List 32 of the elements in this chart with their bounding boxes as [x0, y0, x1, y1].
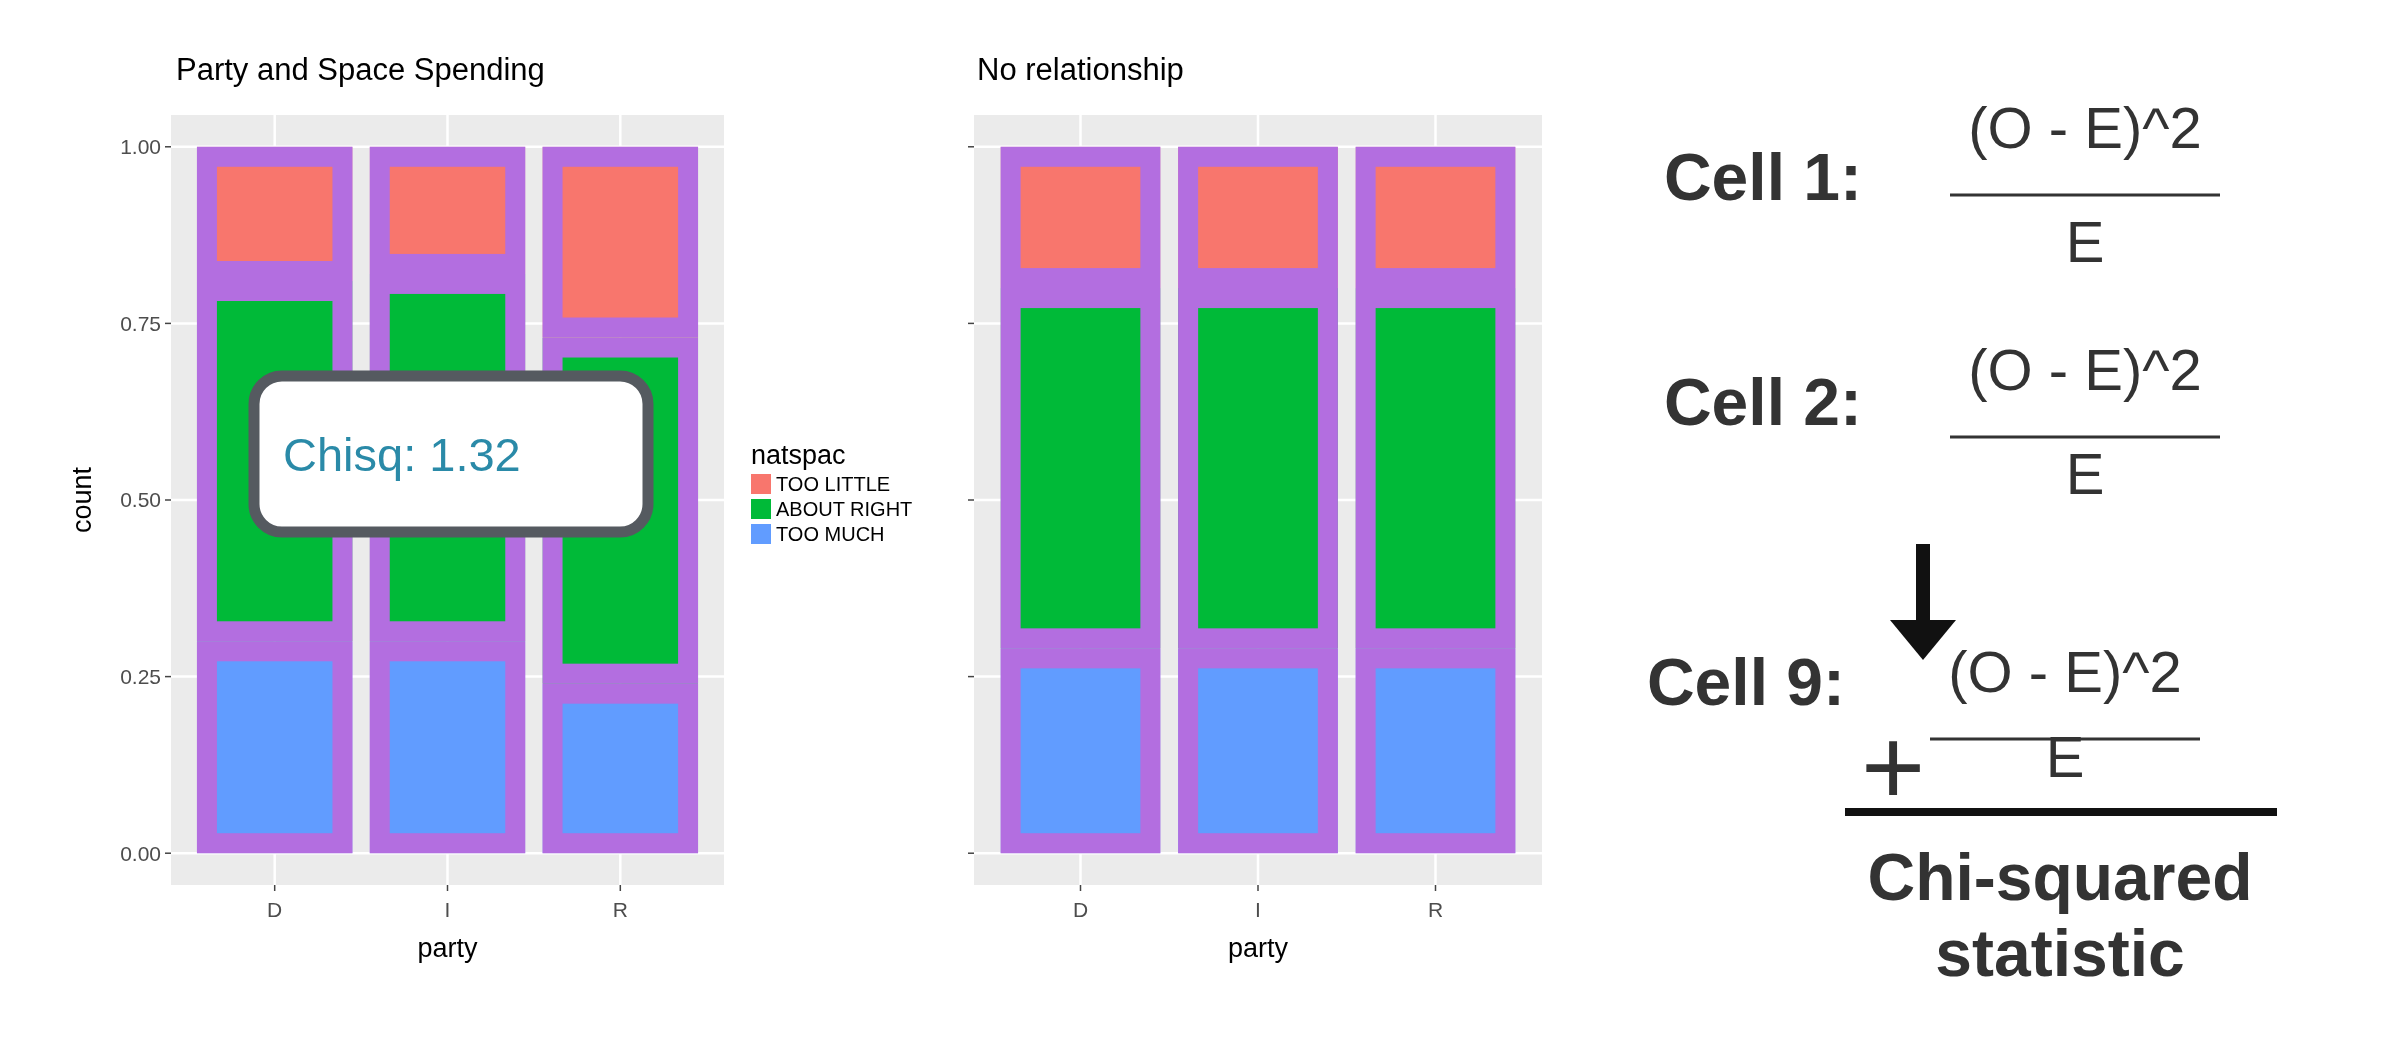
text: +	[1860, 705, 1926, 828]
x-tick-label: I	[1255, 898, 1261, 921]
legend-title: natspac	[751, 440, 846, 470]
text: E	[2065, 209, 2105, 274]
y-axis-title: count	[67, 466, 97, 534]
text: Chi-squared	[1867, 840, 2253, 914]
y-tick-label: 0.25	[120, 664, 161, 688]
y-tick-label: 1.00	[120, 135, 161, 159]
chart-title: No relationship	[977, 52, 1184, 87]
text: (O - E)^2	[1968, 95, 2202, 160]
y-tick-label: 0.50	[120, 488, 161, 512]
text: Cell 9:	[1646, 645, 1845, 719]
y-tick-label: 0.75	[120, 311, 161, 335]
annotation: Chisq: 1.32	[283, 428, 521, 482]
text: (O - E)^2	[1948, 639, 2182, 704]
x-tick-label: D	[267, 898, 283, 921]
x-tick-label: R	[1427, 898, 1444, 921]
text: (O - E)^2	[1968, 337, 2202, 402]
legend-label: TOO MUCH	[776, 523, 885, 545]
x-axis-title: party	[417, 933, 479, 963]
text: Cell 1:	[1663, 140, 1862, 214]
legend-label: TOO LITTLE	[776, 473, 891, 495]
text: Cell 2:	[1663, 365, 1862, 439]
y-tick-label: 0.00	[120, 841, 161, 865]
x-tick-label: I	[444, 898, 451, 921]
text: E	[2065, 441, 2105, 506]
x-tick-label: R	[612, 898, 628, 921]
x-tick-label: D	[1072, 898, 1089, 921]
x-axis-title: party	[1227, 933, 1289, 963]
text: statistic	[1935, 916, 2185, 990]
legend-label: ABOUT RIGHT	[776, 498, 913, 520]
chart-title: Party and Space Spending	[176, 52, 545, 87]
